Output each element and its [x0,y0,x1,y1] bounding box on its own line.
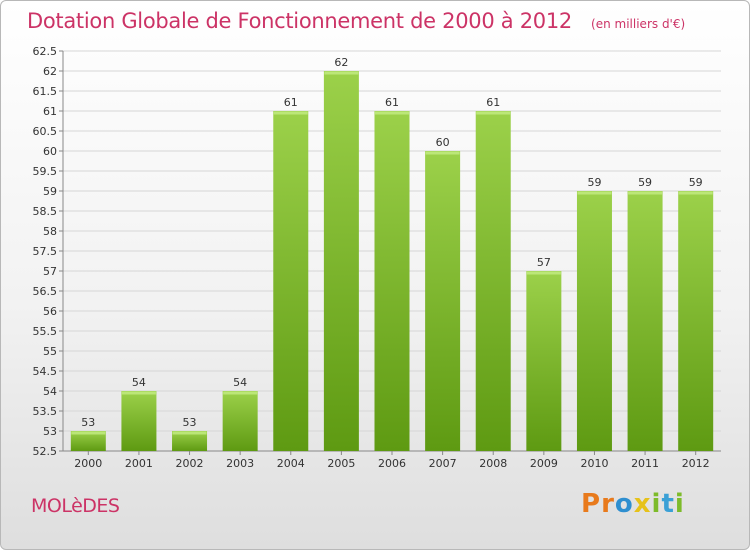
bar-highlight [577,191,612,195]
proxiti-logo: Proxiti [581,489,685,519]
data-label: 62 [334,56,348,69]
title-row: Dotation Globale de Fonctionnement de 20… [27,9,685,33]
logo-letter: i [651,489,662,519]
bars [70,71,714,451]
y-tick-label: 62 [43,65,57,78]
bar-highlight [324,71,359,75]
x-tick-label: 2010 [580,457,608,470]
y-tick-label: 52.5 [33,445,58,458]
bar [121,391,157,451]
bar-highlight [375,111,409,115]
data-label: 61 [486,96,500,109]
y-tick-label: 55 [43,345,57,358]
x-tick-label: 2001 [125,457,153,470]
bar [172,431,208,451]
bar [678,191,714,451]
bar [526,271,562,451]
y-tick-label: 55.5 [33,325,58,338]
bar [425,151,461,451]
bar-highlight [628,191,663,195]
y-tick-label: 61 [43,105,57,118]
bar [576,191,612,451]
y-tick-label: 57.5 [33,245,58,258]
logo-letter: x [633,489,652,519]
data-label: 61 [385,96,399,109]
bar [70,431,106,451]
y-tick-label: 53 [43,425,57,438]
data-label: 53 [183,416,197,429]
logo-letter: i [674,489,685,519]
y-tick-label: 54 [43,385,57,398]
y-tick-label: 62.5 [33,45,58,58]
bar [222,391,258,451]
y-tick-label: 60.5 [33,125,58,138]
bar-highlight [476,111,511,115]
bar-highlight [223,391,258,395]
bar-highlight [425,151,460,155]
x-tick-label: 2002 [176,457,204,470]
data-label: 61 [284,96,298,109]
data-label: 54 [132,376,146,389]
x-tick-label: 2006 [378,457,406,470]
bar-highlight [121,391,156,395]
labels: 52.5 53 53.5 54 54.5 55 55.5 56 56.5 57 57.5 58 58.5… [33,45,710,470]
y-tick-label: 59.5 [33,165,58,178]
data-label: 54 [233,376,247,389]
x-tick-label: 2004 [277,457,305,470]
data-label: 53 [81,416,95,429]
y-tick-label: 59 [43,185,57,198]
y-tick-label: 57 [43,265,57,278]
data-label: 59 [638,176,652,189]
chart-subtitle: (en milliers d'€) [591,17,686,31]
bar [323,71,359,451]
logo-letter: P [581,489,602,519]
x-tick-label: 2012 [682,457,710,470]
data-label: 57 [537,256,551,269]
y-tick-label: 58.5 [33,205,58,218]
logo-letter: t [661,489,675,519]
logo-letter: o [614,489,634,519]
chart-title: Dotation Globale de Fonctionnement de 20… [27,9,572,33]
bar-highlight [526,271,561,275]
x-tick-label: 2008 [479,457,507,470]
commune-name: MOLèDES [31,495,120,517]
x-tick-label: 2009 [530,457,558,470]
x-tick-label: 2011 [631,457,659,470]
x-tick-label: 2000 [74,457,102,470]
bar-highlight [678,191,713,195]
y-tick-label: 61.5 [33,85,58,98]
bar [475,111,511,451]
y-tick-label: 56.5 [33,285,58,298]
y-tick-label: 60 [43,145,57,158]
bar-highlight [172,431,207,435]
data-label: 59 [587,176,601,189]
bar-highlight [71,431,106,435]
y-tick-label: 54.5 [33,365,58,378]
y-tick-label: 58 [43,225,57,238]
data-label: 60 [436,136,450,149]
logo-letter: r [601,489,615,519]
x-tick-label: 2003 [226,457,254,470]
data-label: 59 [689,176,703,189]
bar [273,111,309,451]
y-tick-label: 56 [43,305,57,318]
x-tick-label: 2007 [429,457,457,470]
bar [627,191,663,451]
bar-highlight [273,111,308,115]
x-tick-label: 2005 [327,457,355,470]
bar [374,111,410,451]
y-tick-label: 53.5 [33,405,58,418]
